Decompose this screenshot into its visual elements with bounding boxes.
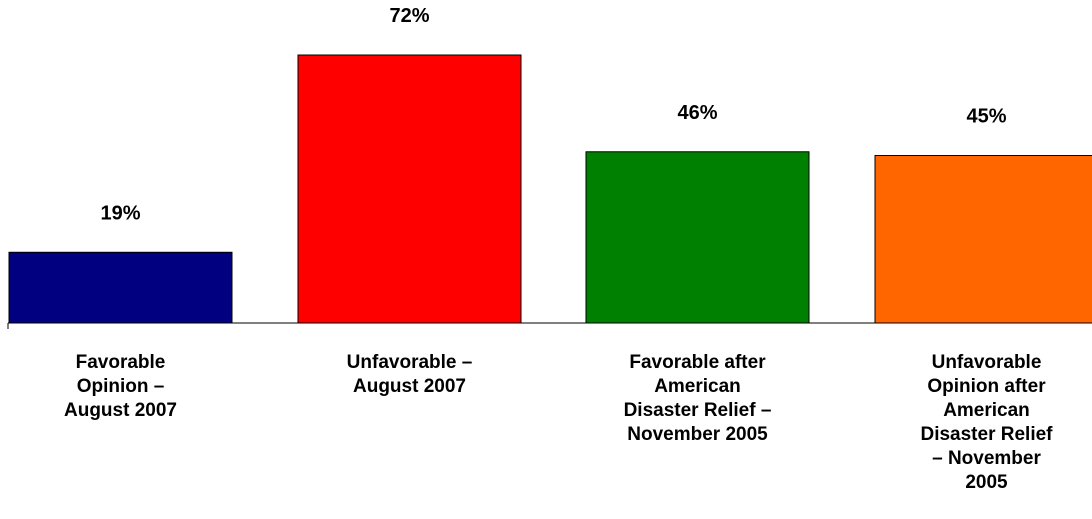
bars-layer [8, 54, 1092, 324]
category-label-4: Unfavorable Opinion after American Disaster… [920, 352, 1053, 493]
value-labels-layer: 19% 72% 46% 45% [100, 5, 1006, 224]
bar-4 [874, 155, 1092, 324]
bar-1 [8, 251, 233, 324]
category-label-1: Favorable Opinion – August 2007 [64, 352, 177, 421]
bar-2 [297, 54, 522, 324]
category-label-2: Unfavorable – August 2007 [347, 352, 473, 397]
data-label-3: 46% [677, 102, 717, 124]
category-label-3: Favorable after American Disaster Relief –… [624, 352, 772, 445]
bar-3 [585, 151, 810, 324]
data-label-1: 19% [100, 202, 140, 224]
data-label-2: 72% [389, 5, 429, 27]
data-label-4: 45% [966, 106, 1006, 128]
category-labels-layer: Favorable Opinion – August 2007 Unfavorable… [64, 352, 1053, 493]
